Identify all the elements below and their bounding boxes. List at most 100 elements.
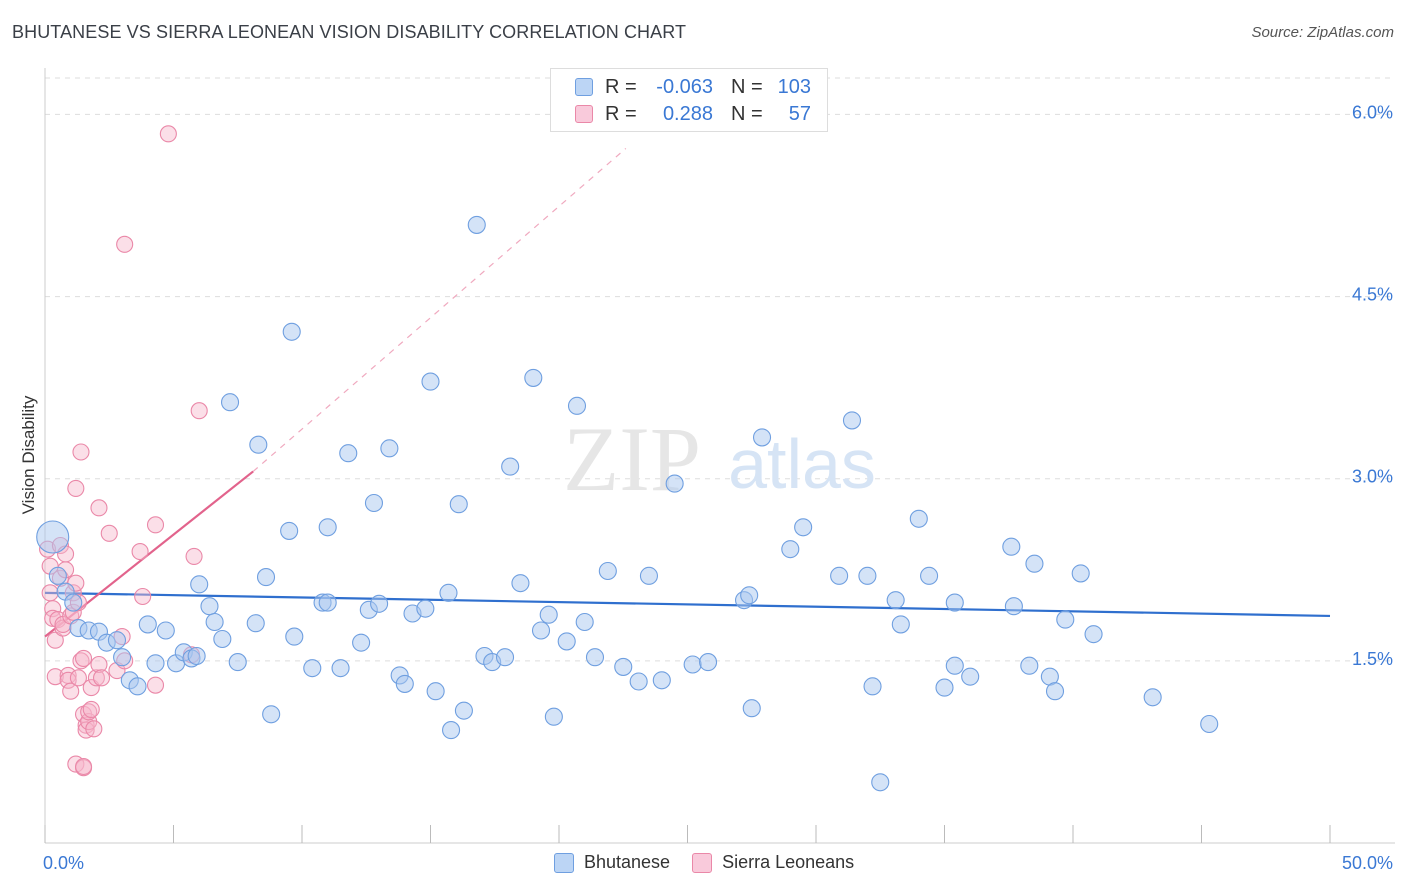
legend-label-sierra-leoneans: Sierra Leoneans [722,852,855,872]
series-bhutanese [36,215,1219,792]
data-point-bhutanese [138,615,157,634]
data-point-bhutanese [370,594,389,613]
data-point-bhutanese [146,654,165,673]
n-label: N = [731,102,763,125]
trend-line-sierra-leoneans [44,470,254,638]
data-point-bhutanese [213,629,232,649]
data-point-bhutanese [830,566,849,585]
data-point-bhutanese [380,439,399,458]
data-point-sierra-leoneans [90,499,108,517]
data-point-bhutanese [128,677,147,696]
data-point-bhutanese [187,646,206,666]
data-point-sierra-leoneans [134,587,152,606]
data-point-bhutanese [156,621,175,640]
y-tick-label: 3.0% [1352,467,1393,487]
data-point-bhutanese [64,593,83,612]
data-point-bhutanese [1143,688,1162,707]
sierra-leoneans-swatch [692,852,713,873]
data-point-bhutanese [467,215,486,234]
data-point-sierra-leoneans [46,631,64,649]
data-point-bhutanese [256,568,276,587]
data-point-bhutanese [752,428,772,447]
data-point-sierra-leoneans [190,402,208,420]
data-point-bhutanese [740,586,759,605]
data-point-sierra-leoneans [44,600,62,618]
y-tick-label: 6.0% [1352,102,1393,122]
data-point-bhutanese [200,597,219,616]
sierra-leoneans-swatch [575,105,593,123]
data-point-bhutanese [395,674,414,693]
data-point-sierra-leoneans [82,700,100,718]
data-point-bhutanese [614,657,633,676]
data-point-sierra-leoneans [80,703,98,721]
data-point-bhutanese [567,396,587,415]
data-point-bhutanese [318,593,337,612]
data-point-bhutanese [1200,714,1219,734]
data-point-bhutanese [449,495,468,514]
legend-item-sierra-leoneans[interactable]: Sierra Leoneans [692,852,854,873]
data-point-bhutanese [557,632,576,651]
gridlines [45,77,1395,662]
data-point-bhutanese [639,566,659,585]
data-point-bhutanese [699,653,718,672]
data-point-bhutanese [421,372,440,391]
data-point-bhutanese [501,457,520,476]
bhutanese-swatch [554,852,574,873]
trend-line-bhutanese [44,591,1331,618]
legend-row-bhutanese: R = -0.063 N = 103 [575,74,811,100]
n-label: N = [731,75,763,98]
data-point-bhutanese [524,368,543,387]
data-point-bhutanese [909,509,928,528]
data-point-sierra-leoneans [92,669,111,687]
data-point-bhutanese [511,574,530,593]
data-point-bhutanese [539,605,558,624]
data-point-bhutanese [454,701,473,720]
data-point-bhutanese [858,566,877,585]
data-point-bhutanese [683,655,702,674]
data-point-sierra-leoneans [46,668,64,686]
data-point-sierra-leoneans [159,125,177,143]
data-point-bhutanese [920,566,939,585]
data-point-bhutanese [575,612,594,632]
r-value-sierra-leoneans: 0.288 [662,102,713,125]
r-value-bhutanese: -0.063 [656,75,713,98]
chart-title: BHUTANESE VS SIERRA LEONEAN VISION DISAB… [12,22,687,42]
data-point-sierra-leoneans [87,669,105,687]
data-point-bhutanese [742,699,761,718]
data-point-bhutanese [886,591,905,610]
source-credit: Source: ZipAtlas.com [1251,24,1394,41]
data-point-sierra-leoneans [72,652,90,670]
data-point-sierra-leoneans [90,655,108,674]
data-point-bhutanese [781,540,800,559]
watermark-zip: ZIP [563,408,701,510]
data-point-bhutanese [945,593,964,612]
data-point-bhutanese [352,633,371,652]
y-tick-label: 1.5% [1352,649,1393,669]
data-point-bhutanese [426,682,445,701]
data-point-bhutanese [794,518,813,537]
data-point-bhutanese [1002,537,1021,556]
data-point-bhutanese [220,393,240,412]
data-point-bhutanese [442,721,461,740]
data-point-bhutanese [863,677,882,696]
data-point-bhutanese [935,678,954,697]
bhutanese-swatch [575,78,593,96]
data-point-bhutanese [1004,597,1023,616]
data-point-bhutanese [842,411,862,430]
data-point-bhutanese [107,631,127,650]
trend-lines [44,147,1331,638]
data-point-sierra-leoneans [131,543,149,561]
data-point-bhutanese [48,566,67,585]
data-point-sierra-leoneans [85,720,103,738]
data-point-bhutanese [205,612,224,632]
data-point-sierra-leoneans [146,676,165,694]
data-point-bhutanese [246,614,265,633]
data-point-bhutanese [891,615,910,634]
data-point-bhutanese [1045,682,1065,701]
legend-item-bhutanese[interactable]: Bhutanese [554,852,670,873]
data-point-bhutanese [262,705,281,724]
data-point-bhutanese [945,656,964,675]
data-point-sierra-leoneans [75,649,93,667]
data-point-bhutanese [113,648,132,667]
